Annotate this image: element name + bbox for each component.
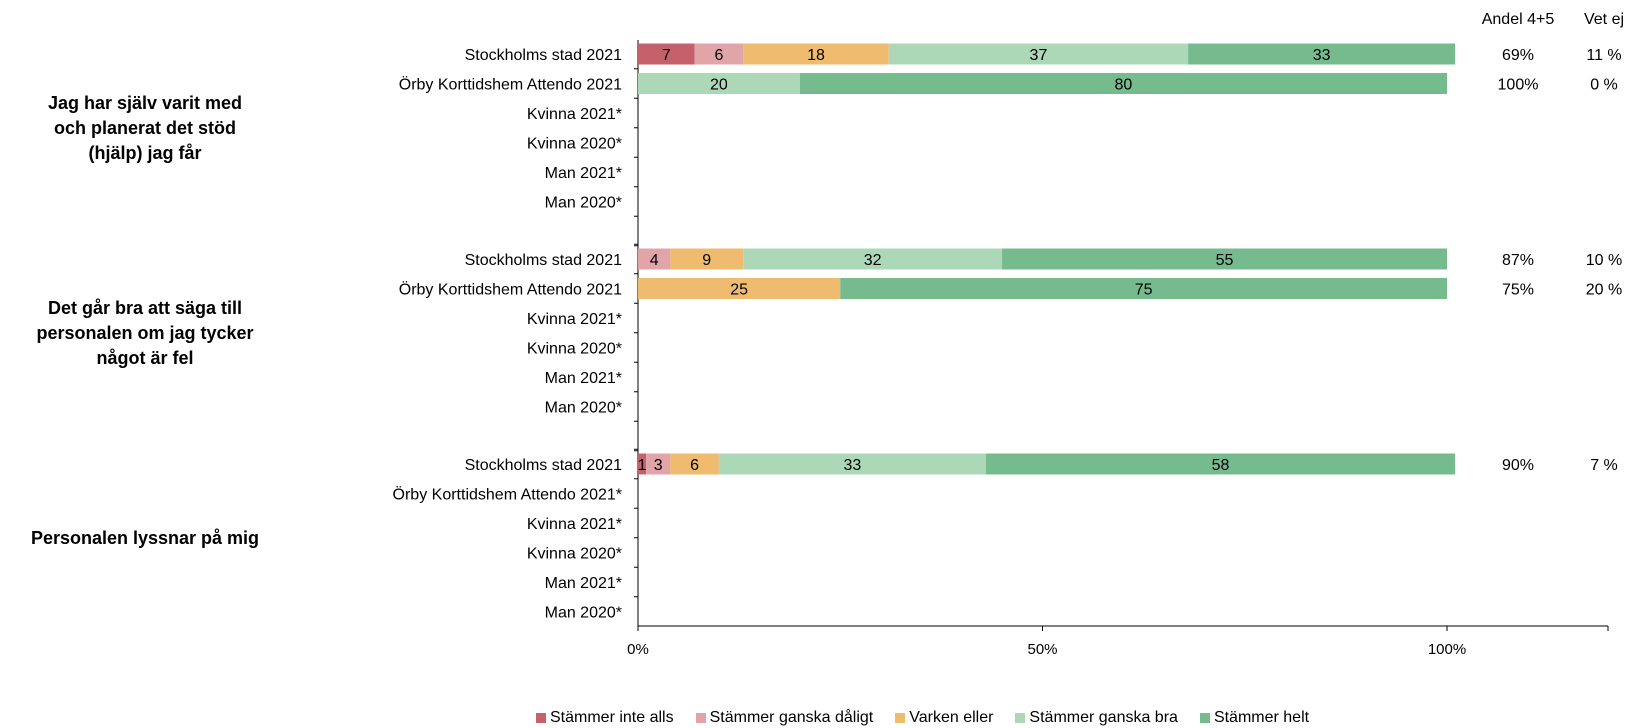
andel-value: 90% [1502,457,1534,474]
question-label: Jag har själv varit med [48,93,242,113]
bar-segment-stammer-helt [1188,43,1456,65]
andel-value: 75% [1502,282,1534,299]
question-label: något är fel [96,348,193,368]
vet-ej-value: 7 % [1590,457,1618,474]
bar-segment-stammer-inte-alls [638,43,695,65]
legend-label: Stämmer ganska bra [1029,709,1178,726]
row-label: Man 2021* [545,370,622,387]
legend-item-varken-eller: Varken eller [895,709,993,727]
chart-legend: Stämmer inte alls Stämmer ganska dåligt Va… [536,709,1309,727]
bar-segment-stammer-helt [840,278,1447,299]
row-label: Man 2020* [545,605,622,622]
bar-segment-stammer-ganska-daligt [646,453,671,475]
x-tick-label: 100% [1428,641,1466,658]
bar-segment-varken-eller [638,278,841,299]
bar-segment-stammer-ganska-bra [718,453,986,475]
bar-segment-stammer-ganska-bra [638,73,800,94]
data-label: 32 [864,252,882,269]
bar-segment-stammer-ganska-bra [888,43,1189,65]
legend-item-stammer-ganska-bra: Stämmer ganska bra [1015,709,1178,727]
data-label: 55 [1216,252,1234,269]
data-label: 37 [1030,47,1048,64]
andel-value: 69% [1502,47,1534,64]
bar-segment-stammer-helt [985,453,1456,475]
bar-segment-varken-eller [670,453,719,475]
legend-swatch [1199,713,1210,723]
vet-ej-value: 0 % [1590,77,1618,94]
x-tick-label: 50% [1027,641,1057,658]
row-label: Man 2021* [545,165,622,182]
data-label: 9 [702,252,711,269]
row-label: Stockholms stad 2021 [465,47,623,64]
legend-swatch [1015,713,1026,723]
row-label: Stockholms stad 2021 [465,252,623,269]
data-label: 7 [662,47,671,64]
row-label: Kvinna 2021* [527,516,622,533]
vet-ej-header: Vet ej [1584,11,1624,28]
data-label: 58 [1212,457,1230,474]
row-label: Örby Korttidshem Attendo 2021* [393,486,622,504]
bar-segment-stammer-helt [799,73,1447,94]
row-label: Kvinna 2021* [527,106,622,123]
bar-segment-stammer-ganska-daligt [694,43,744,65]
data-label: 6 [714,47,723,64]
vet-ej-value: 11 % [1586,47,1621,64]
data-label: 18 [807,47,825,64]
question-label: Det går bra att säga till [48,298,242,318]
question-label: personalen om jag tycker [36,323,253,343]
data-label: 33 [1313,47,1331,64]
row-label: Man 2020* [545,400,622,417]
row-label: Örby Korttidshem Attendo 2021 [399,281,622,299]
stacked-bar-chart: Andel 4+5 Vet ej 0% 50% 100% Jag har själv va… [31,11,1624,658]
row-label: Kvinna 2021* [527,311,622,328]
row-label: Kvinna 2020* [527,341,622,358]
row-label: Stockholms stad 2021 [465,457,623,474]
data-label: 4 [650,252,659,269]
legend-swatch [895,713,906,723]
row-label: Örby Korttidshem Attendo 2021 [399,76,622,94]
vet-ej-value: 20 % [1586,282,1622,299]
question-label: Personalen lyssnar på mig [31,528,259,548]
data-label: 20 [710,77,728,94]
andel-header: Andel 4+5 [1482,11,1555,28]
legend-item-stammer-helt: Stämmer helt [1199,709,1310,727]
data-label: 75 [1135,282,1153,299]
legend-item-stammer-inte-alls: Stämmer inte alls [536,709,674,727]
bar-segment-stammer-ganska-daligt [638,248,671,270]
question-label: (hjälp) jag får [88,143,201,163]
legend-label: Stämmer ganska dåligt [709,709,874,726]
x-tick-label: 0% [627,641,649,658]
bar-segment-varken-eller [670,248,744,270]
data-label: 1 [638,457,647,474]
row-label: Kvinna 2020* [527,136,622,153]
andel-value: 100% [1498,77,1539,94]
row-label: Kvinna 2020* [527,546,622,563]
data-label: 3 [654,457,663,474]
legend-label: Stämmer inte alls [550,709,674,726]
data-label: 80 [1115,77,1133,94]
legend-swatch [536,713,546,723]
question-label: och planerat det stöd [54,118,236,138]
bar-segment-stammer-inte-alls [638,453,647,475]
data-label: 33 [843,457,861,474]
legend-item-stammer-ganska-daligt: Stämmer ganska dåligt [695,709,874,727]
row-label: Man 2020* [545,195,622,212]
bar-segment-stammer-ganska-bra [743,248,1003,270]
data-label: 25 [730,282,748,299]
bar-segment-stammer-helt [1002,248,1447,270]
row-label: Man 2021* [545,575,622,592]
andel-value: 87% [1502,252,1534,269]
legend-label: Stämmer helt [1213,709,1310,726]
legend-swatch [695,713,706,723]
bar-segment-varken-eller [743,43,889,65]
vet-ej-value: 10 % [1586,252,1622,269]
legend-label: Varken eller [909,709,994,726]
data-label: 6 [690,457,699,474]
